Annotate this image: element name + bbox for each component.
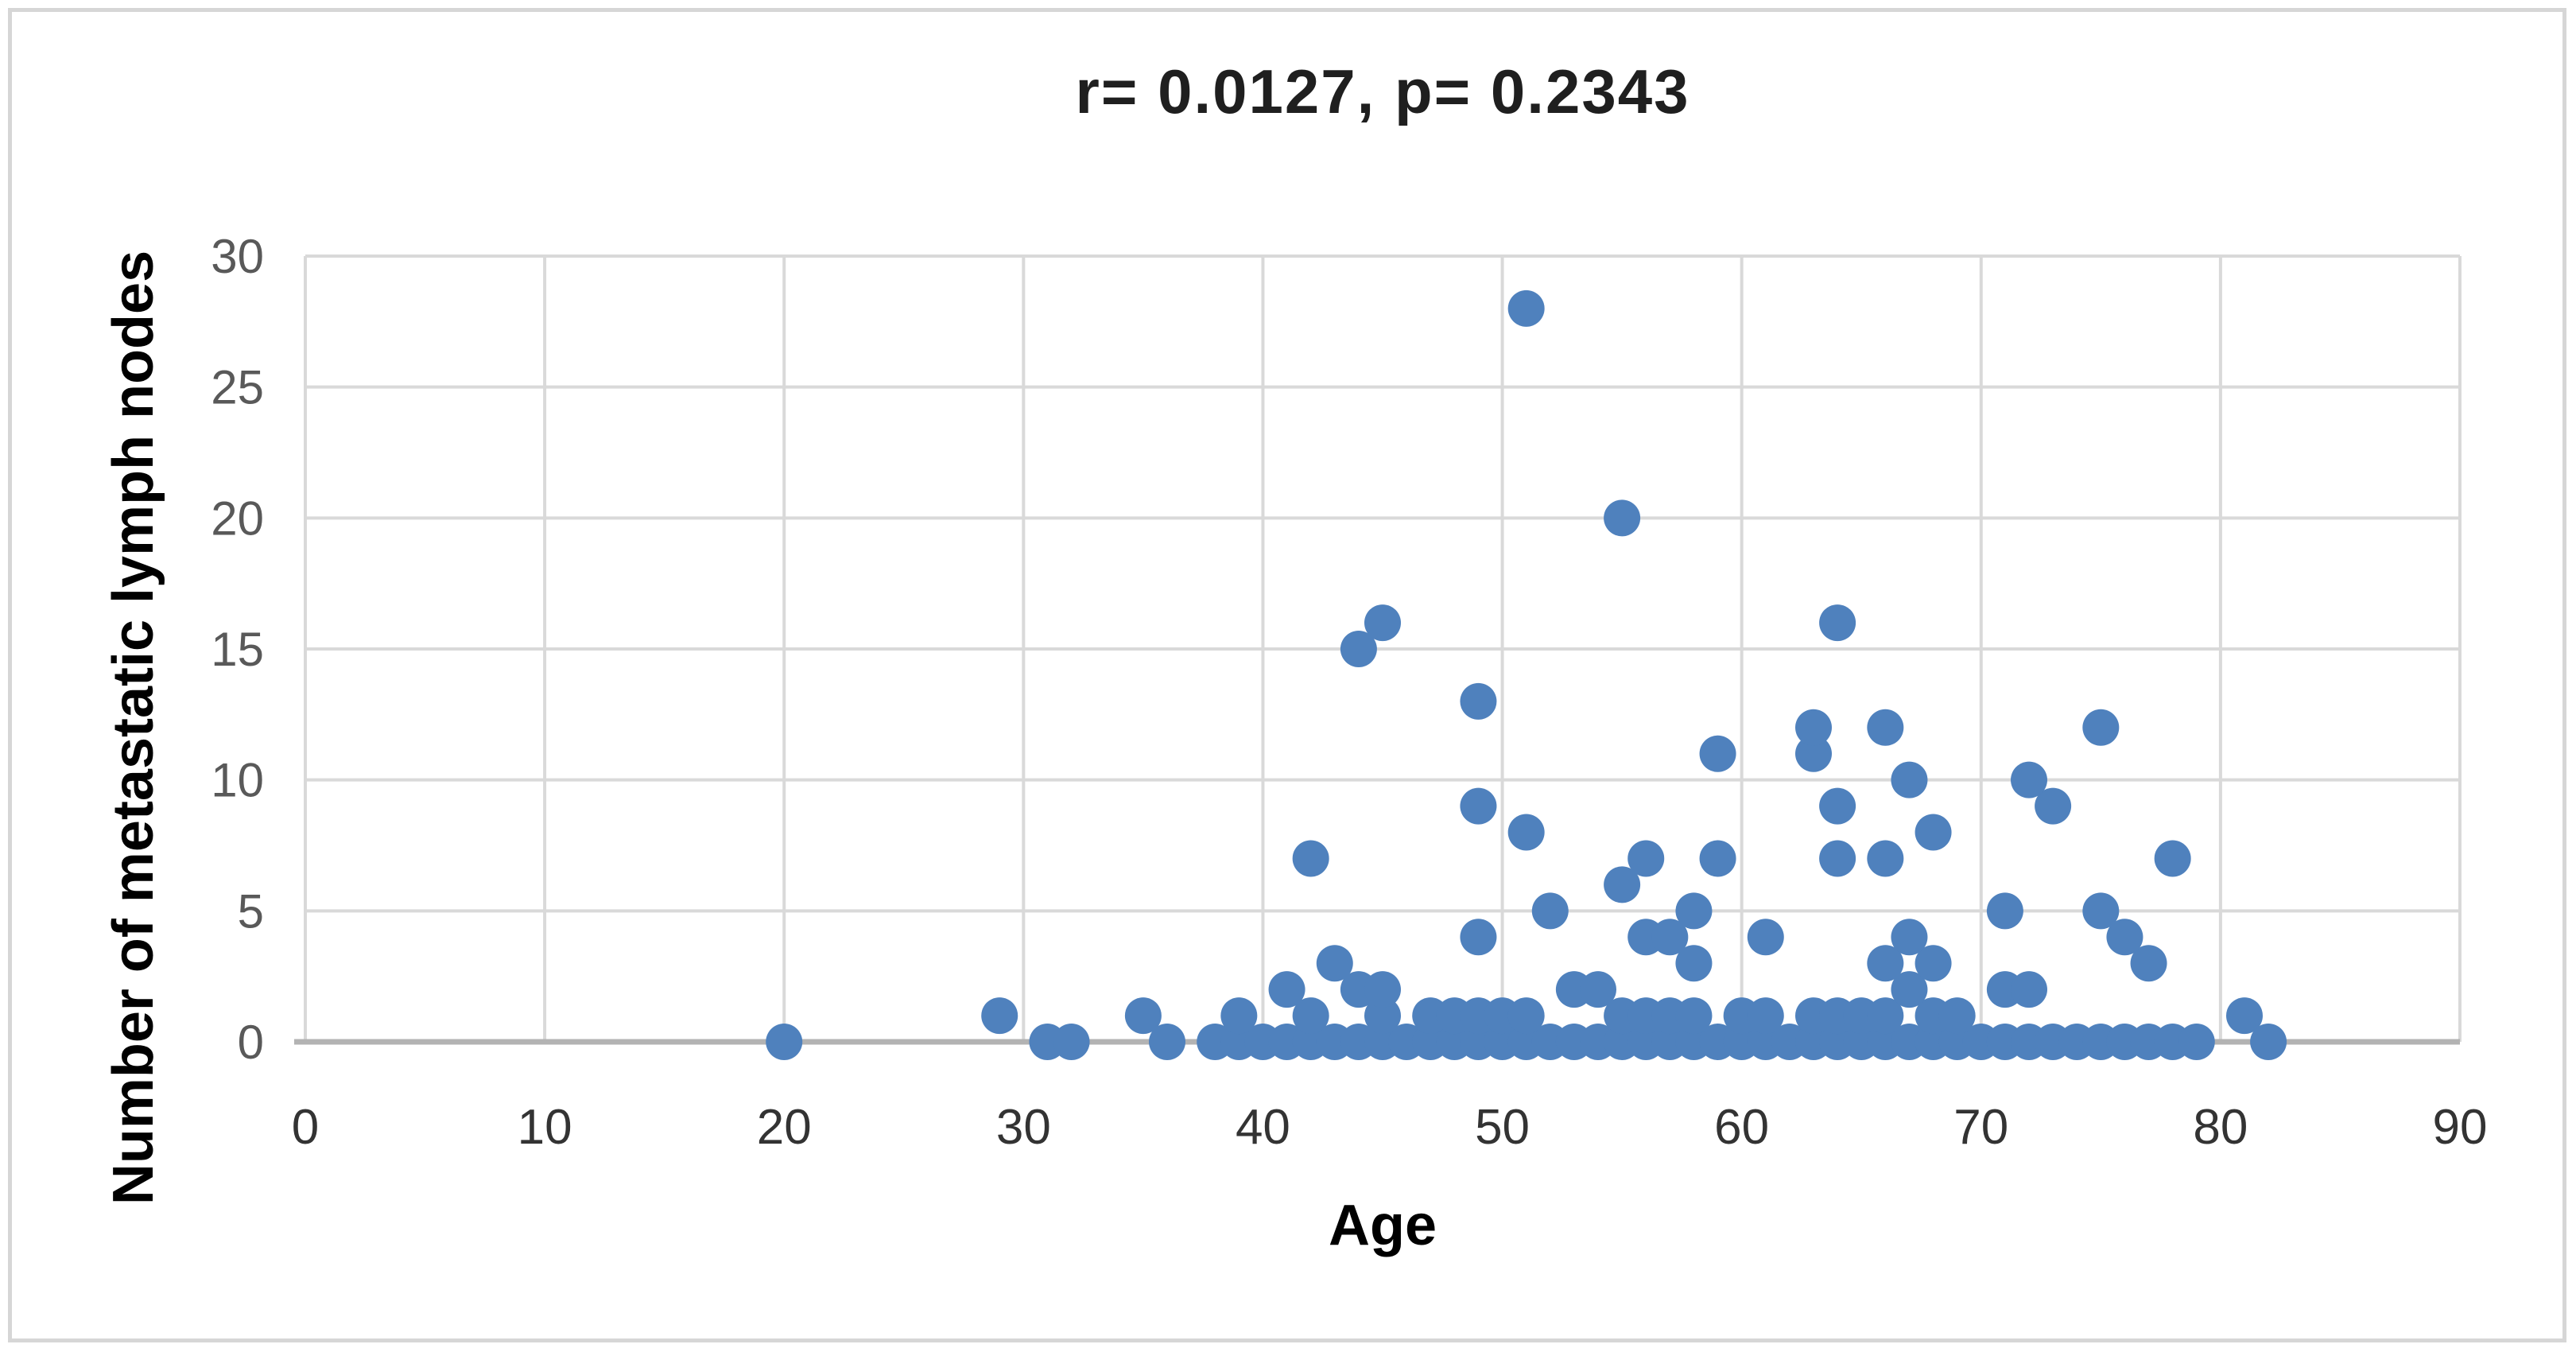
data-point — [1747, 997, 1784, 1035]
data-point — [1891, 919, 1928, 956]
y-axis-title: Number of metastatic lymph nodes — [102, 250, 165, 1206]
data-point — [1507, 997, 1545, 1035]
x-tick-label: 90 — [2433, 1100, 2488, 1155]
data-point — [1580, 971, 1616, 1008]
data-point — [1292, 840, 1329, 877]
y-tick-label: 30 — [211, 230, 264, 283]
data-point — [1675, 997, 1713, 1035]
x-tick-label: 30 — [996, 1100, 1051, 1155]
data-point — [2178, 1024, 2215, 1060]
data-point — [1651, 919, 1689, 956]
data-point — [1268, 971, 1305, 1008]
data-point — [1531, 892, 1569, 930]
data-point — [981, 997, 1018, 1035]
data-point — [1915, 945, 1952, 982]
data-point — [1819, 787, 1856, 825]
data-point — [2035, 787, 2072, 825]
data-point — [1819, 604, 1856, 642]
y-tick-label: 5 — [238, 884, 264, 938]
data-point — [1364, 971, 1401, 1008]
data-point — [1604, 866, 1641, 903]
data-point — [1340, 631, 1377, 667]
data-point — [1364, 604, 1401, 642]
data-point — [1675, 945, 1713, 982]
data-point — [2011, 971, 2047, 1008]
data-point — [1867, 997, 1904, 1035]
data-point — [1675, 892, 1713, 930]
x-tick-label: 0 — [292, 1100, 319, 1155]
x-tick-label: 10 — [518, 1100, 572, 1155]
data-point — [1891, 761, 1928, 798]
data-point — [1053, 1024, 1090, 1060]
data-point — [2250, 1024, 2287, 1060]
x-tick-label: 50 — [1475, 1100, 1530, 1155]
data-point — [1795, 735, 1832, 772]
x-tick-label: 60 — [1714, 1100, 1769, 1155]
data-point — [2154, 840, 2191, 877]
data-point — [1986, 892, 2023, 930]
data-point — [1795, 709, 1832, 746]
y-tick-label: 15 — [211, 623, 264, 676]
x-tick-label: 80 — [2193, 1100, 2248, 1155]
data-point — [1220, 997, 1258, 1035]
data-point — [2106, 919, 2143, 956]
x-tick-label: 20 — [757, 1100, 812, 1155]
data-point — [1867, 709, 1904, 746]
data-point — [1891, 971, 1928, 1008]
data-point — [1867, 840, 1904, 877]
data-point — [766, 1024, 803, 1060]
data-point — [1627, 840, 1665, 877]
data-point — [1604, 499, 1641, 537]
data-point — [1915, 814, 1952, 851]
y-tick-label: 0 — [238, 1016, 264, 1069]
data-point — [1460, 682, 1497, 720]
data-point — [1867, 945, 1904, 982]
data-point — [1460, 787, 1497, 825]
data-point — [1149, 1024, 1185, 1060]
chart-title: r= 0.0127, p= 0.2343 — [1075, 56, 1690, 126]
data-point — [2082, 709, 2120, 746]
data-point — [1747, 919, 1784, 956]
data-point — [2130, 945, 2167, 982]
y-tick-label: 10 — [211, 754, 264, 807]
x-tick-label: 70 — [1953, 1100, 2008, 1155]
data-point — [1364, 997, 1401, 1035]
data-point — [1124, 997, 1162, 1035]
data-point — [1699, 840, 1736, 877]
data-point — [1316, 945, 1353, 982]
data-point — [1819, 840, 1856, 877]
x-tick-label: 40 — [1236, 1100, 1290, 1155]
chart-border — [8, 8, 2566, 1342]
data-point — [1460, 919, 1497, 956]
x-axis-title: Age — [1328, 1194, 1437, 1257]
y-tick-label: 25 — [211, 361, 264, 414]
data-point — [2082, 892, 2120, 930]
data-point — [2226, 997, 2263, 1035]
data-point — [1507, 289, 1545, 327]
y-tick-label: 20 — [211, 491, 264, 545]
data-point — [1507, 814, 1545, 851]
data-point — [2011, 761, 2047, 798]
data-point — [1699, 735, 1736, 772]
data-point — [1292, 997, 1329, 1035]
data-point — [1938, 997, 1976, 1035]
